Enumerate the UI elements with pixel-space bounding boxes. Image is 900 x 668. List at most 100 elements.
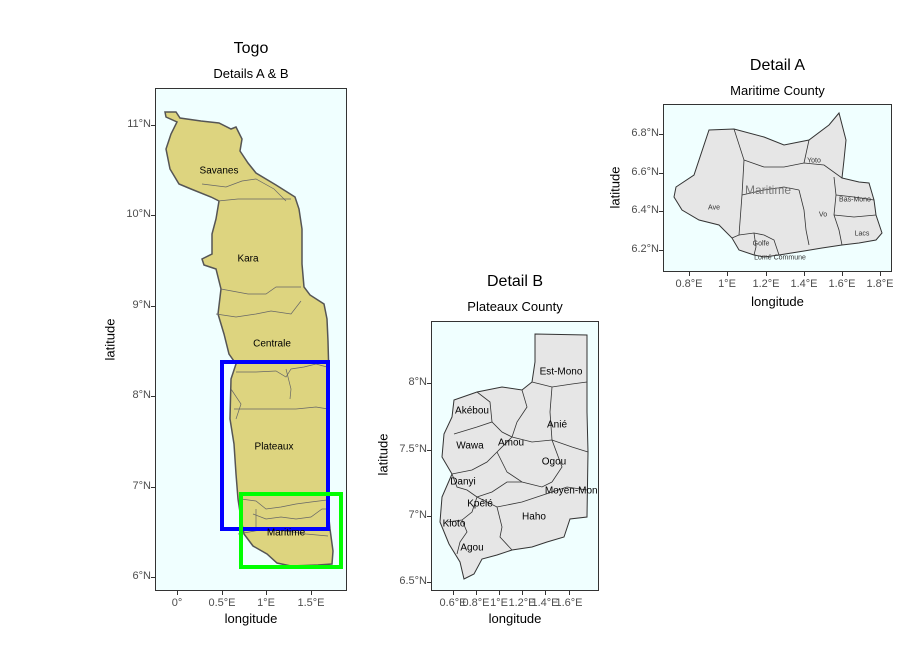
detail-a-xlabel: longitude [751,294,804,309]
region-label-danyi: Danyi [450,476,476,488]
detail-b-ytick-mark [427,582,431,583]
detail-a-plot: Yoto Maritime Ave Bas-Mono Vo Golfe Lacs… [663,104,892,272]
detail-a-ytick: 6.2°N [631,243,659,255]
detail-b-xtick-mark [453,591,454,595]
region-label-plateaux: Plateaux [254,441,294,453]
detail-b-xtick-mark [545,591,546,595]
detail-b-xtick: 0.8°E [462,597,490,609]
main-ytick: 11°N [127,118,151,130]
detail-a-xtick-mark [727,272,728,276]
main-ytick: 7°N [132,480,151,492]
main-xtick-mark [177,591,178,595]
detail-a-ytick: 6.6°N [631,166,659,178]
plateaux-map [439,333,589,580]
region-label-wawa: Wawa [456,440,484,452]
region-label-moyen-mono: Moyen-Mono [544,485,599,497]
detail-b-ytick-mark [427,383,431,384]
togo-outline [164,111,334,567]
detail-a-xtick-mark [880,272,881,276]
detail-b-subtitle: Plateaux County [467,299,563,314]
detail-a-ytick-mark [659,173,663,174]
region-label-kpele: Kpélé [467,498,493,510]
main-xtick: 0.5°E [208,597,236,609]
detail-b-xtick: 1°E [490,597,508,609]
detail-b-xtick: 1.2°E [508,597,536,609]
main-xtick-mark [266,591,267,595]
region-label-lacs: Lacs [854,230,870,238]
detail-b-title: Detail B [486,273,544,290]
region-label-akebou: Akébou [455,405,489,417]
detail-b-plot: Est-Mono Akébou Anié Wawa Amou Ogou Dany… [431,321,599,591]
region-label-ave: Ave [708,204,720,212]
main-xtick-mark [222,591,223,595]
region-label-bas-mono: Bas-Mono [839,196,871,204]
detail-a-ylabel: latitude [607,166,623,209]
main-ytick: 6°N [132,570,151,582]
detail-a-subtitle: Maritime County [730,83,825,98]
main-title: Togo [233,40,269,57]
region-label-centrale: Centrale [253,338,291,350]
detail-b-xtick: 1.4°E [531,597,559,609]
detail-b-xtick: 1.6°E [555,597,583,609]
detail-a-xtick-mark [766,272,767,276]
maritime-map [673,111,883,258]
detail-a-ytick: 6.8°N [631,127,659,139]
region-label-anie: Anié [546,419,568,431]
detail-b-ytick-mark [427,450,431,451]
region-label-golfe: Golfe [752,240,770,248]
detail-b-xlabel: longitude [488,611,542,626]
detail-a-xtick-mark [689,272,690,276]
main-xtick-mark [311,591,312,595]
detail-b-ytick: 7°N [408,509,427,521]
detail-a-xtick: 1°E [718,278,736,290]
main-ytick-mark [151,487,155,488]
main-ytick-mark [151,396,155,397]
main-xtick: 1°E [257,597,275,609]
main-ylabel: latitude [102,318,118,361]
main-xtick: 1.5°E [297,597,325,609]
region-label-haho: Haho [522,511,546,523]
detail-a-ytick-mark [659,211,663,212]
main-xlabel: longitude [224,611,278,626]
detail-b-xtick-mark [522,591,523,595]
detail-b-xtick: 0.6°E [439,597,467,609]
detail-b-box [220,360,330,531]
detail-a-xtick-mark [804,272,805,276]
detail-b-xtick-mark [476,591,477,595]
detail-b-xtick-mark [499,591,500,595]
detail-b-xtick-mark [569,591,570,595]
main-subtitle: Details A & B [213,66,289,81]
detail-a-ytick-mark [659,134,663,135]
region-label-amou: Amou [497,437,525,449]
main-ytick-mark [151,306,155,307]
main-ytick: 8°N [132,389,151,401]
detail-a-xtick: 1.6°E [828,278,856,290]
region-label-lome-commune: Lomé Commune [754,254,806,262]
detail-a-xtick-mark [842,272,843,276]
main-ytick-mark [151,577,155,578]
main-ytick: 10°N [126,208,151,220]
detail-b-ytick: 6.5°N [399,575,427,587]
region-label-maritime: Maritime [266,527,306,539]
detail-b-ylabel: latitude [375,433,391,476]
detail-a-box [239,492,343,569]
maritime-outline [673,111,883,258]
region-label-kara: Kara [237,253,259,265]
detail-a-ytick: 6.4°N [631,204,659,216]
region-label-ogou: Ogou [541,456,567,468]
region-label-yoto: Yoto [807,157,821,165]
region-label-est-mono: Est-Mono [539,366,583,378]
detail-b-ytick: 8°N [408,376,427,388]
main-map-plot: Savanes Kara Centrale Plateaux Maritime [155,88,347,591]
detail-b-ytick: 7.5°N [399,443,427,455]
detail-a-ytick-mark [659,250,663,251]
detail-b-ytick-mark [427,516,431,517]
main-ytick: 9°N [132,299,151,311]
detail-a-xtick: 1.2°E [752,278,780,290]
main-ytick-mark [151,215,155,216]
region-label-savanes: Savanes [199,165,239,177]
region-label-vo: Vo [818,211,828,219]
detail-a-title: Detail A [749,57,806,74]
region-label-maritime-detail: Maritime [744,183,792,197]
main-xtick: 0° [171,597,183,609]
